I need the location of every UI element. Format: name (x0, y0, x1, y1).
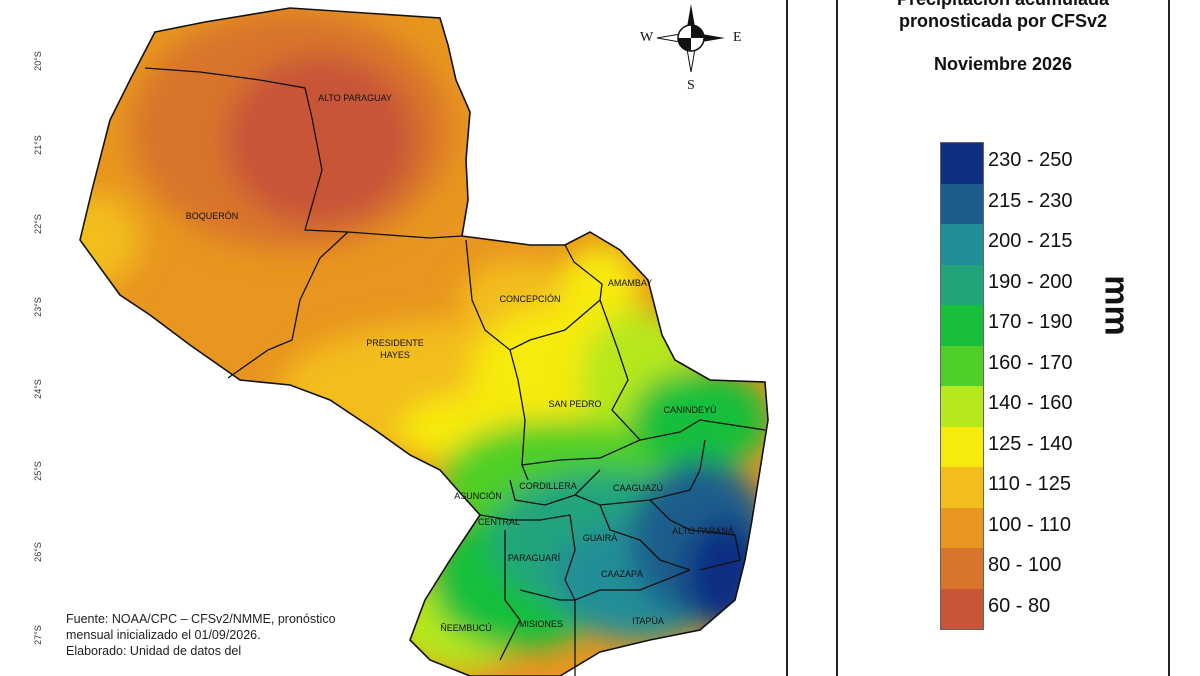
department-label-san-pedro: SAN PEDRO (548, 399, 601, 409)
department-label-guaira: GUAIRÁ (583, 533, 618, 543)
precipitation-map: ALTO PARAGUAY BOQUERÓN PRESIDENTE HAYES CONC… (79, 4, 769, 676)
legend-class-label: 230 - 250 (988, 149, 1073, 172)
legend-class-label: 200 - 215 (988, 230, 1073, 253)
legend-title: Precipitación acumulada pronosticada por… (838, 0, 1168, 32)
legend-class-label: 170 - 190 (988, 311, 1073, 334)
legend-swatch (941, 264, 983, 305)
legend-swatch (941, 183, 983, 224)
department-label-boqueron: BOQUERÓN (186, 211, 239, 221)
legend-panel: Precipitación acumulada pronosticada por… (836, 0, 1170, 676)
department-label-asuncion: ASUNCIÓN (454, 491, 502, 501)
department-label-caaguazu: CAAGUAZÚ (613, 483, 663, 493)
department-label-itapua: ITAPÚA (632, 616, 664, 626)
map-frame: 20°S 21°S 22°S 23°S 24°S 25°S 26°S 27°S (33, 0, 788, 676)
legend-unit: mm (1097, 275, 1136, 336)
department-label-alto-parana: ALTO PARANÁ (672, 526, 734, 536)
department-label-misiones: MISIONES (519, 619, 563, 629)
legend-class-label: 100 - 110 (988, 513, 1072, 536)
legend-swatch (941, 224, 983, 265)
legend-class-label: 125 - 140 (988, 432, 1073, 455)
department-label-concepcion: CONCEPCIÓN (499, 294, 560, 304)
compass-rose (656, 4, 725, 73)
compass-south-label: S (687, 78, 695, 93)
source-line: Elaborado: Unidad de datos del (66, 644, 242, 658)
legend-swatch (941, 143, 983, 184)
department-label-presidente-hayes-1: PRESIDENTE (366, 338, 424, 348)
legend-swatch (941, 305, 983, 346)
legend-class-label: 140 - 160 (988, 392, 1073, 415)
compass-west-label: W (640, 30, 654, 45)
legend-class-label: 110 - 125 (988, 473, 1072, 496)
legend-color-scale (940, 142, 984, 630)
legend-class-label: 215 - 230 (988, 189, 1073, 212)
legend-swatch (941, 345, 983, 386)
source-line: Fuente: NOAA/CPC – CFSv2/NMME, pronóstic… (66, 612, 336, 626)
department-borders (144, 67, 766, 676)
legend-class-label: 80 - 100 (988, 554, 1062, 577)
legend-class-label: 190 - 200 (988, 270, 1073, 293)
legend-month: Noviembre 2026 (933, 54, 1073, 74)
legend-swatch (941, 386, 983, 427)
compass-east-label: E (733, 30, 742, 45)
department-label-paraguari: PARAGUARÍ (508, 553, 561, 563)
department-label-amambay: AMAMBAY (608, 278, 652, 288)
department-label-central: CENTRAL (478, 517, 520, 527)
legend-swatch (941, 467, 983, 508)
legend-title-line2: pronosticada por CFSv2 (898, 11, 1108, 31)
legend-class-label: 160 - 170 (988, 351, 1073, 374)
legend-class-label: 60 - 80 (988, 594, 1051, 617)
legend-title-line1: Precipitación acumulada (838, 0, 1168, 10)
department-label-cordillera: CORDILLERA (519, 481, 577, 491)
department-labels: ALTO PARAGUAY BOQUERÓN PRESIDENTE HAYES CONC… (186, 93, 734, 633)
department-label-neembucu: ÑEEMBUCÚ (440, 623, 492, 633)
source-note: Fuente: NOAA/CPC – CFSv2/NMME, pronóstic… (66, 611, 386, 659)
map-border (786, 0, 788, 676)
department-label-presidente-hayes-2: HAYES (380, 350, 410, 360)
department-label-caazapa: CAAZAPÁ (601, 569, 643, 579)
legend-swatch (941, 588, 983, 629)
source-line: mensual inicializado el 01/09/2026. (66, 628, 261, 642)
legend-swatch (941, 426, 983, 467)
department-label-canindeyu: CANINDEYÚ (663, 405, 716, 415)
legend-swatch (941, 548, 983, 589)
legend-swatch (941, 507, 983, 548)
department-label-alto-paraguay: ALTO PARAGUAY (318, 93, 392, 103)
